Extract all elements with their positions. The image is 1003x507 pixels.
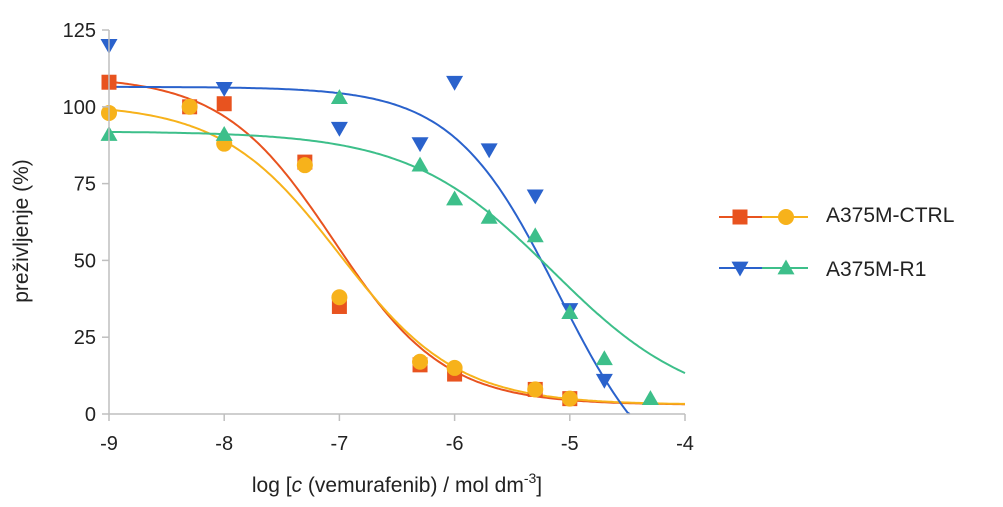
x-axis-label: log [c (vemurafenib) / mol dm-3]	[252, 470, 542, 497]
y-axis-label: preživljenje (%)	[10, 159, 33, 303]
fit-curve-circle	[108, 108, 685, 405]
data-point-circle	[446, 359, 463, 376]
data-point-circle	[561, 390, 578, 407]
legend-marker-triangle-up	[777, 259, 795, 275]
x-axis-label-italic: c	[292, 474, 303, 497]
y-tick-label: 25	[74, 327, 96, 349]
legend-marker-triangle-down	[731, 261, 749, 277]
legend-label-r1: A375M-R1	[826, 258, 926, 281]
data-point-circle	[527, 381, 544, 398]
data-point-triangle-down	[446, 75, 464, 91]
fit-curve-triangle-up	[108, 130, 686, 375]
y-tick-label: 100	[63, 97, 96, 119]
data-point-triangle-down	[330, 121, 348, 137]
data-point-triangle-up	[561, 304, 579, 319]
x-tick-label: -4	[676, 433, 694, 455]
legend-marker-circle	[778, 209, 794, 225]
data-point-triangle-down	[215, 81, 233, 97]
x-tick-label: -7	[331, 433, 349, 455]
legend-entry-ctrl: A375M-CTRL	[719, 204, 954, 227]
data-point-triangle-down	[411, 137, 429, 153]
legend-marker-shape	[732, 209, 748, 225]
data-point-square	[216, 96, 232, 112]
y-tick-label: 0	[85, 404, 96, 426]
fit-curve-square	[108, 80, 685, 406]
data-point-triangle-down	[595, 373, 613, 389]
legend-marker-shape	[731, 261, 749, 277]
data-point-triangle-up	[595, 350, 613, 366]
legend-marker-square	[732, 209, 748, 225]
y-tick-label: 75	[74, 174, 96, 196]
legend-marker-shape	[777, 259, 795, 275]
x-tick-label: -5	[561, 433, 579, 455]
legend-label-ctrl: A375M-CTRL	[826, 204, 954, 227]
legend-entry-r1: A375M-R1	[719, 258, 926, 281]
ticks: -9 -8 -7 -6 -5 -4 0 25 50 75 100 125	[63, 20, 694, 455]
data-point-triangle-down	[526, 189, 544, 205]
fit-curve-triangle-down	[109, 85, 631, 415]
data-point-triangle-up	[330, 89, 348, 104]
x-tick-label: -9	[100, 433, 118, 455]
x-axis-label-suffix: ]	[536, 474, 542, 497]
data-point-triangle-up	[411, 156, 429, 172]
data-point-circle	[412, 353, 429, 370]
data-point-triangle-up	[480, 208, 498, 224]
legend: A375M-CTRL A375M-R1	[719, 204, 954, 281]
x-axis-label-superscript: -3	[524, 470, 537, 486]
legend-marker-shape	[778, 209, 794, 225]
y-tick-label: 50	[74, 250, 96, 272]
x-axis-label-middle: (vemurafenib) / mol dm	[302, 474, 524, 497]
plot-area	[100, 38, 686, 415]
data-point-triangle-up	[215, 125, 233, 141]
x-tick-label: -8	[215, 433, 233, 455]
axes	[108, 30, 685, 415]
data-point-triangle-up	[641, 390, 659, 406]
y-tick-label: 125	[63, 20, 96, 42]
data-point-triangle-up	[446, 190, 464, 206]
x-tick-label: -6	[446, 433, 464, 455]
data-point-triangle-up	[526, 227, 544, 243]
data-point-circle	[331, 289, 348, 306]
x-axis-label-prefix: log [	[252, 474, 292, 497]
data-point-circle	[296, 157, 313, 174]
data-point-circle	[181, 98, 198, 115]
data-point-triangle-down	[480, 143, 498, 159]
